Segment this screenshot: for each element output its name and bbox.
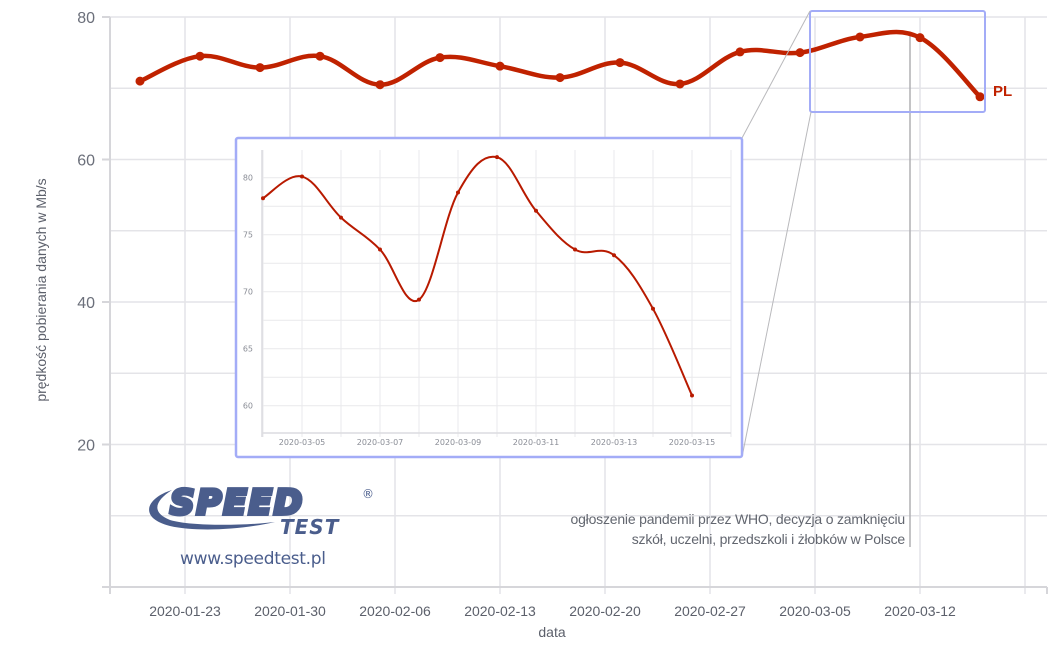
speedtest-logo-mark: SPEED SPEED ® TEST (149, 481, 374, 539)
y-tick-label: 80 (77, 10, 95, 27)
data-point[interactable] (315, 51, 325, 61)
logo-url: www.speedtest.pl (180, 549, 326, 569)
inset-data-point[interactable] (261, 196, 265, 201)
inset-series (261, 155, 694, 398)
series-label-pl: PL (993, 83, 1012, 100)
x-axis-title: data (538, 624, 565, 640)
data-point[interactable] (855, 32, 865, 42)
x-tick-label: 2020-01-30 (254, 603, 326, 619)
inset-x-tick-label: 2020-03-15 (669, 438, 716, 447)
data-point[interactable] (495, 61, 505, 71)
annotation-line-1: ogłoszenie pandemii przez WHO, decyzja o… (570, 511, 905, 527)
zoom-connector-top (741, 10, 811, 139)
inset-x-tick-label: 2020-03-13 (591, 438, 638, 447)
data-point[interactable] (555, 73, 565, 83)
data-point[interactable] (435, 53, 445, 63)
data-point[interactable] (135, 76, 145, 86)
x-tick-label: 2020-02-13 (464, 603, 536, 619)
inset-y-tick-label: 60 (243, 402, 253, 411)
y-tick-label: 40 (77, 295, 95, 312)
inset-y-tick-label: 80 (243, 174, 253, 183)
inset-data-point[interactable] (690, 393, 694, 398)
line-path (137, 29, 983, 100)
data-point[interactable] (735, 47, 745, 57)
inset-data-point[interactable] (339, 215, 343, 220)
x-tick-label: 2020-03-05 (779, 603, 851, 619)
inset-y-tick-label: 65 (243, 345, 253, 354)
zoom-highlight-box (809, 10, 986, 113)
svg-text:TEST: TEST (280, 515, 340, 539)
inset-data-point[interactable] (573, 247, 577, 252)
svg-text:SPEED: SPEED (170, 484, 304, 523)
inset-grid: 60 65 70 75 80 2020-03-05 2020-03-07 2020-03-09… (243, 150, 732, 447)
inset-x-tick-label: 2020-03-07 (357, 438, 404, 447)
main-axes: 20 40 60 80 2020-01-23 2020-01-30 2020-02-06 20… (77, 10, 1048, 619)
inset-y-tick-label: 70 (243, 288, 253, 297)
inset-data-point[interactable] (300, 174, 304, 179)
data-point[interactable] (375, 80, 385, 90)
inset-data-point[interactable] (651, 306, 655, 311)
inset-data-point[interactable] (378, 247, 382, 252)
speedtest-logo: SPEED SPEED ® TEST (140, 481, 390, 574)
y-tick-label: 60 (77, 153, 95, 170)
zoom-connector-bottom (741, 111, 812, 458)
data-point[interactable] (915, 33, 925, 43)
inset-data-point[interactable] (534, 208, 538, 213)
y-tick-label: 20 (77, 438, 95, 455)
y-axis-title: prędkość pobierania danych w Mb/s (33, 178, 49, 401)
inset-x-tick-label: 2020-03-11 (513, 438, 560, 447)
x-tick-label: 2020-02-20 (569, 603, 641, 619)
data-point[interactable] (975, 92, 985, 102)
x-tick-label: 2020-02-06 (359, 603, 431, 619)
inset-data-point[interactable] (456, 190, 460, 195)
inset-data-point[interactable] (417, 297, 421, 302)
data-point[interactable] (195, 51, 205, 61)
data-point[interactable] (675, 79, 685, 89)
annotation-line-2: szkół, uczelni, przedszkoli i żłobków w … (631, 531, 905, 547)
x-tick-label: 2020-02-27 (674, 603, 746, 619)
data-point[interactable] (255, 63, 265, 73)
x-tick-label: 2020-03-12 (884, 603, 956, 619)
data-point[interactable] (795, 48, 805, 58)
inset-x-tick-label: 2020-03-05 (279, 438, 326, 447)
main-series-pl (135, 29, 985, 102)
annotation-text: ogłoszenie pandemii przez WHO, decyzja o… (570, 509, 905, 549)
inset-data-point[interactable] (612, 253, 616, 258)
x-tick-label: 2020-01-23 (149, 603, 221, 619)
svg-text:®: ® (362, 487, 374, 501)
inset-data-point[interactable] (495, 155, 499, 160)
inset-chart: 60 65 70 75 80 2020-03-05 2020-03-07 2020-03-09… (234, 136, 744, 459)
inset-y-tick-label: 75 (243, 231, 253, 240)
inset-x-tick-label: 2020-03-09 (435, 438, 482, 447)
svg-text:SPEED: SPEED (170, 484, 304, 523)
data-point[interactable] (615, 58, 625, 68)
inset-frame (234, 136, 744, 459)
